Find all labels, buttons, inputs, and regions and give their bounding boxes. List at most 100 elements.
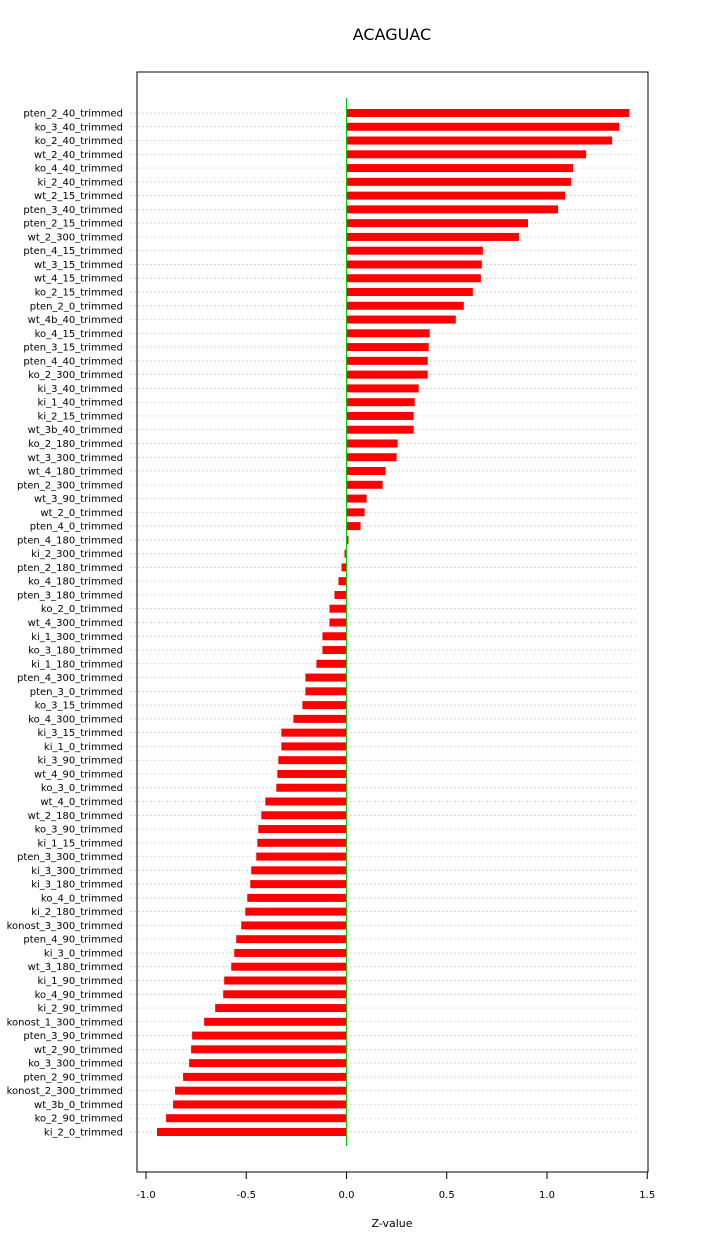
x-tick-label: 1.5 xyxy=(639,1190,655,1201)
bar xyxy=(346,288,473,297)
bar xyxy=(191,1045,347,1054)
category-label: ki_2_300_trimmed xyxy=(31,549,123,560)
category-label: ko_3_300_trimmed xyxy=(28,1059,123,1070)
bar xyxy=(281,742,347,751)
category-label: ki_1_0_trimmed xyxy=(44,742,123,753)
bar xyxy=(183,1072,347,1081)
category-labels: pten_2_40_trimmed ko_3_40_trimmed ko_2_40_… xyxy=(7,109,123,1139)
category-label: ki_1_90_trimmed xyxy=(38,976,123,987)
category-label: wt_3_300_trimmed xyxy=(28,453,123,464)
bar xyxy=(346,164,574,173)
bars xyxy=(157,109,630,1136)
bar xyxy=(329,604,347,613)
category-label: pten_2_0_trimmed xyxy=(30,301,123,312)
category-label: ki_1_180_trimmed xyxy=(31,659,123,670)
category-label: konost_2_300_trimmed xyxy=(7,1086,123,1097)
bar xyxy=(236,935,347,944)
bar xyxy=(293,714,347,723)
bar xyxy=(281,728,347,737)
bar xyxy=(346,467,386,476)
x-tick-label: -1.0 xyxy=(136,1190,156,1201)
category-label: ko_2_0_trimmed xyxy=(41,604,123,615)
bar xyxy=(157,1127,347,1136)
category-label: pten_2_40_trimmed xyxy=(23,109,123,120)
bar xyxy=(257,838,347,847)
bar xyxy=(329,618,347,627)
category-label: wt_2_15_trimmed xyxy=(34,191,123,202)
x-tick-label: 0.5 xyxy=(439,1190,455,1201)
bar xyxy=(346,425,414,434)
category-label: wt_3_15_trimmed xyxy=(34,260,123,271)
bar xyxy=(346,398,415,407)
category-label: ko_2_300_trimmed xyxy=(28,370,123,381)
bar xyxy=(256,852,347,861)
category-label: ki_3_180_trimmed xyxy=(31,880,123,891)
category-label: wt_4_0_trimmed xyxy=(40,797,123,808)
category-label: ko_3_90_trimmed xyxy=(35,825,123,836)
category-label: pten_4_0_trimmed xyxy=(30,522,123,533)
bar xyxy=(346,150,587,159)
category-label: pten_3_90_trimmed xyxy=(23,1031,123,1042)
category-label: pten_4_15_trimmed xyxy=(23,246,123,257)
bar xyxy=(346,315,456,324)
bar xyxy=(346,205,559,214)
category-label: ki_3_0_trimmed xyxy=(44,948,123,959)
category-label: pten_4_180_trimmed xyxy=(17,535,123,546)
category-label: konost_1_300_trimmed xyxy=(7,1017,123,1028)
category-label: wt_3_180_trimmed xyxy=(28,962,123,973)
bar xyxy=(189,1059,347,1068)
category-label: ko_2_90_trimmed xyxy=(35,1114,123,1125)
bar xyxy=(338,577,347,586)
category-label: ko_4_300_trimmed xyxy=(28,714,123,725)
category-label: wt_2_40_trimmed xyxy=(34,150,123,161)
category-label: pten_3_180_trimmed xyxy=(17,590,123,601)
category-label: ki_2_0_trimmed xyxy=(44,1127,123,1138)
category-label: ko_3_0_trimmed xyxy=(41,783,123,794)
bar xyxy=(278,756,347,765)
category-label: ko_4_40_trimmed xyxy=(35,164,123,175)
category-label: pten_2_180_trimmed xyxy=(17,563,123,574)
bar xyxy=(346,274,481,283)
category-label: wt_4_180_trimmed xyxy=(28,467,123,478)
category-label: ki_2_40_trimmed xyxy=(38,177,123,188)
bar xyxy=(341,563,347,572)
category-label: pten_3_15_trimmed xyxy=(23,343,123,354)
bar xyxy=(346,411,414,420)
bar xyxy=(166,1114,347,1123)
bar xyxy=(346,109,630,117)
bar xyxy=(316,659,347,668)
category-label: pten_4_40_trimmed xyxy=(23,356,123,367)
category-label: wt_2_0_trimmed xyxy=(40,508,123,519)
category-label: ko_2_15_trimmed xyxy=(35,288,123,299)
bar xyxy=(265,797,347,806)
category-label: ki_3_40_trimmed xyxy=(38,384,123,395)
bar xyxy=(322,646,347,655)
category-label: wt_4b_40_trimmed xyxy=(28,315,123,326)
bar xyxy=(261,811,347,820)
bar xyxy=(250,880,347,889)
category-label: pten_3_0_trimmed xyxy=(30,687,123,698)
bar xyxy=(322,632,347,641)
category-label: wt_3_90_trimmed xyxy=(34,494,123,505)
category-label: pten_4_90_trimmed xyxy=(23,935,123,946)
category-label: wt_2_90_trimmed xyxy=(34,1045,123,1056)
bar xyxy=(276,783,347,792)
category-label: ko_3_40_trimmed xyxy=(35,122,123,133)
chart-title: ACAGUAC xyxy=(353,25,431,44)
bar xyxy=(346,494,367,503)
category-label: pten_2_15_trimmed xyxy=(23,219,123,230)
bar xyxy=(346,522,361,531)
bar xyxy=(346,122,620,131)
bar xyxy=(305,673,347,682)
bar xyxy=(346,232,519,241)
bar xyxy=(346,384,419,393)
category-label: ki_1_300_trimmed xyxy=(31,632,123,643)
bar xyxy=(346,480,383,489)
bar xyxy=(302,701,347,710)
bar xyxy=(231,962,347,971)
bar xyxy=(346,191,566,200)
category-label: wt_2_180_trimmed xyxy=(28,811,123,822)
bar xyxy=(346,343,429,352)
category-label: ko_4_180_trimmed xyxy=(28,577,123,588)
